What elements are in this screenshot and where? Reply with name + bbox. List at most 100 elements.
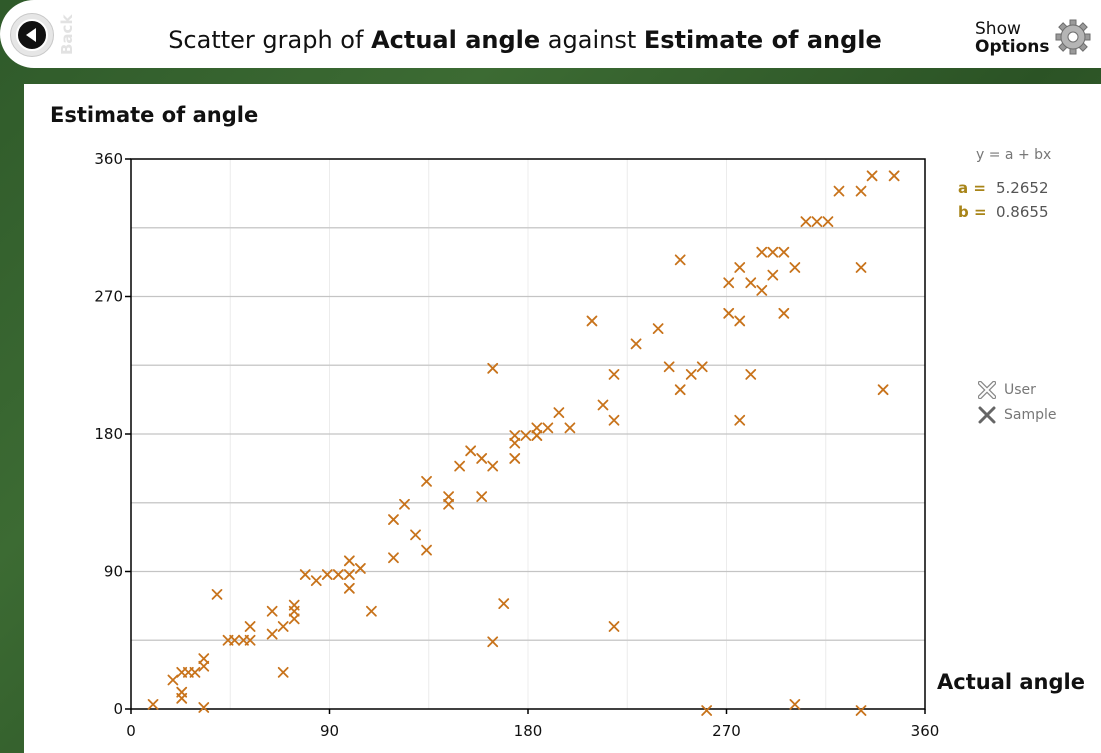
data-point [388,552,399,564]
data-point [855,705,867,716]
data-point [147,699,159,710]
data-point [723,307,735,319]
data-point [343,582,355,594]
data-point [167,674,179,686]
data-point [833,185,845,197]
data-point [789,699,801,710]
data-point [586,315,598,327]
data-point [421,544,432,556]
data-point [509,437,521,449]
title-x: Actual angle [371,26,541,54]
data-point [198,660,210,672]
title-mid: against [540,26,644,54]
data-point [421,475,432,487]
data-point [277,621,289,632]
data-point [778,307,790,319]
data-point [343,569,355,580]
data-point [476,453,488,464]
y-axis-title: Estimate of angle [50,103,259,127]
x-tick-label: 180 [514,722,543,740]
data-point [189,666,201,678]
data-point [652,323,664,334]
data-point [454,460,466,472]
y-tick-label: 0 [113,700,123,718]
data-point [277,666,289,678]
y-tick-label: 90 [104,563,123,581]
param-a-value: 5.2652 [996,179,1049,197]
data-point [800,216,812,228]
data-point [399,498,410,510]
legend-user-label: User [1004,382,1036,398]
options-line1: Show [975,19,1021,39]
data-point [509,430,521,441]
y-tick-label: 270 [94,288,123,306]
data-point [701,705,713,716]
data-point [608,414,620,426]
data-point [487,362,499,374]
data-point [299,569,311,580]
data-point [531,422,543,434]
data-point [288,599,300,611]
data-point [663,361,675,373]
x-tick-label: 90 [320,722,339,740]
data-point [734,315,746,327]
data-point [388,514,399,525]
x-tick-label: 360 [911,722,940,740]
data-point [465,445,477,457]
data-point [685,369,697,380]
page-title: Scatter graph of Actual angle against Es… [150,24,900,56]
data-point [696,361,708,373]
sample-marker-icon [978,406,996,424]
data-point [410,529,421,541]
param-b: b = 0.8655 [958,203,1049,221]
data-point [354,563,366,574]
x-axis-title: Actual angle [937,670,1085,694]
title-prefix: Scatter graph of [168,26,372,54]
data-point [866,170,878,182]
data-point [734,262,746,273]
data-point [288,613,300,625]
data-point [332,569,344,580]
options-line2: Options [975,37,1050,57]
y-tick-label: 360 [94,150,123,168]
data-point [244,634,256,646]
data-point [198,702,210,713]
chart-panel [24,84,1101,753]
data-point [630,338,642,350]
data-point [509,453,521,464]
back-button[interactable] [10,13,54,57]
param-b-label: b = [958,203,987,221]
data-point [487,636,499,648]
data-point [366,605,377,617]
x-tick-label: 270 [712,722,741,740]
data-point [608,369,620,380]
param-a: a = 5.2652 [958,179,1049,197]
data-point [498,598,510,609]
data-point [767,246,779,258]
user-marker-icon [977,380,997,400]
gear-icon[interactable] [1055,17,1091,57]
x-tick-label: 0 [126,722,136,740]
data-point [443,498,454,510]
data-point [310,575,322,587]
show-options-button[interactable]: Show Options [975,20,1055,56]
data-point [476,491,488,503]
data-point [822,216,834,228]
data-point [443,491,454,503]
param-a-label: a = [958,179,986,197]
data-point [778,246,790,258]
data-point [888,170,900,182]
param-b-value: 0.8655 [996,203,1049,221]
data-point [487,460,499,472]
data-point [553,407,565,419]
data-point [531,430,543,441]
data-point [723,277,735,289]
legend-user[interactable]: User [977,380,1036,400]
data-point [877,384,889,396]
data-point [767,269,779,281]
data-point [734,414,746,426]
title-y: Estimate of angle [643,26,882,54]
data-point [266,605,278,617]
legend-sample[interactable]: Sample [978,406,1057,424]
